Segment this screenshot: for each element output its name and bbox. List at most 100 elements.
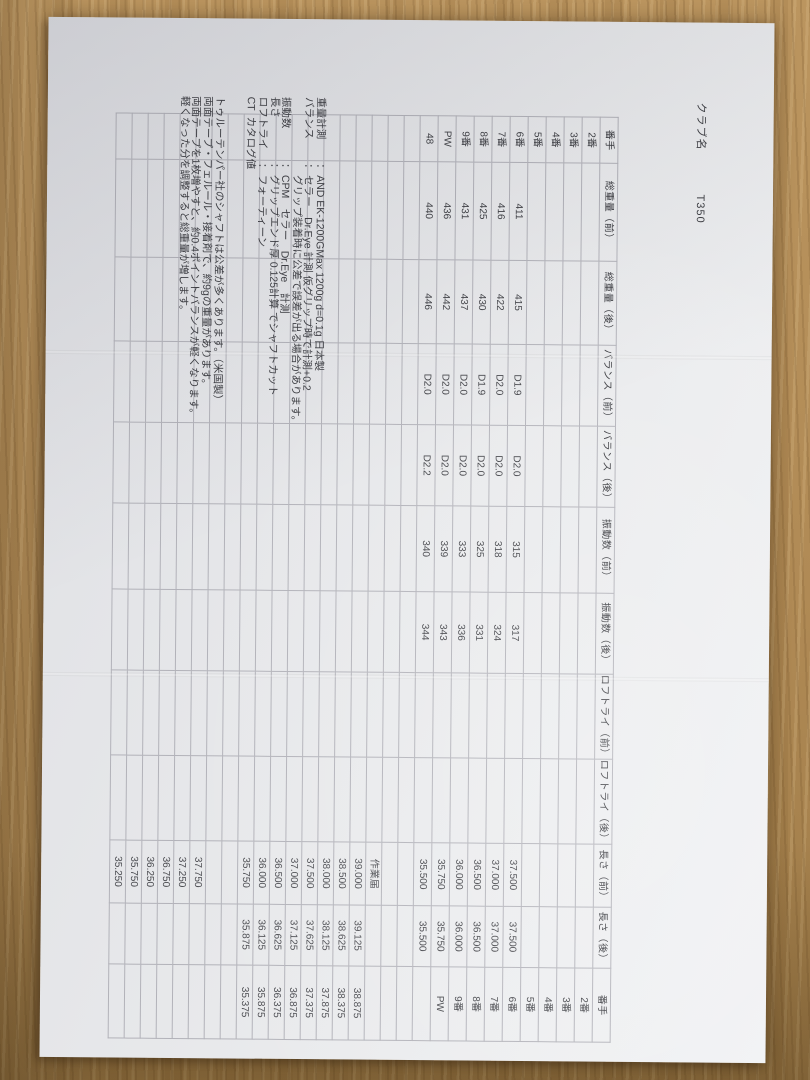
table-cell <box>468 673 488 759</box>
table-cell <box>253 756 271 842</box>
table-cell <box>110 669 128 756</box>
table-cell <box>542 506 561 593</box>
spec-note-label: 重量計測 <box>314 97 327 140</box>
table-cell <box>220 964 237 1040</box>
table-cell <box>402 259 419 344</box>
table-cell <box>335 590 353 673</box>
table-cell <box>384 505 401 592</box>
table-cell <box>172 903 190 965</box>
table-cell: 430 <box>472 260 491 345</box>
spec-note-label: ロフトライ <box>256 96 269 150</box>
table-cell <box>129 341 147 423</box>
table-cell <box>255 590 273 672</box>
table-cell: 37.500 <box>502 906 522 968</box>
table-cell <box>174 670 192 756</box>
shaft-remarks: トゥルーテンパー社のシャフトは公差が多くあります。（米国製） 両面テープ・フェルー… <box>175 96 226 419</box>
table-cell <box>320 423 338 505</box>
table-cell <box>338 160 356 260</box>
table-cell <box>524 506 543 593</box>
table-cell: 35.750 <box>430 905 450 967</box>
table-cell: 36.000 <box>253 841 270 905</box>
table-cell <box>542 425 562 507</box>
table-cell <box>227 113 245 161</box>
table-cell <box>364 966 381 1041</box>
table-cell <box>384 424 402 506</box>
table-cell: 4番 <box>538 967 557 1042</box>
table-cell: 37.625 <box>300 904 318 966</box>
spec-note-value: フォーティーン <box>255 174 269 248</box>
table-cell <box>222 670 240 757</box>
table-cell <box>557 758 577 844</box>
table-cell: 325 <box>470 506 489 593</box>
table-cell <box>397 757 415 843</box>
table-cell <box>402 161 420 260</box>
table-cell <box>108 902 126 965</box>
table-cell: D2.0 <box>452 424 472 507</box>
table-cell <box>366 672 384 758</box>
table-cell <box>304 423 322 505</box>
table-cell <box>575 758 595 845</box>
table-cell <box>575 843 594 908</box>
table-cell <box>317 756 335 842</box>
table-cell <box>254 671 272 757</box>
table-cell: 39.000 <box>349 842 366 906</box>
table-cell <box>146 257 163 342</box>
table-cell <box>173 755 191 841</box>
table-cell <box>108 963 125 1039</box>
table-cell: 318 <box>488 506 507 593</box>
table-cell: 436 <box>436 161 456 260</box>
table-cell <box>272 423 290 505</box>
table-cell <box>580 163 600 262</box>
table-cell <box>538 906 558 968</box>
table-cell <box>303 590 321 672</box>
spec-note-label: 振動数 <box>279 96 293 129</box>
table-cell <box>364 905 382 967</box>
table-cell <box>113 340 131 423</box>
table-cell <box>504 673 524 759</box>
table-cell <box>526 260 545 345</box>
table-cell <box>192 503 209 590</box>
table-cell <box>320 504 337 591</box>
table-cell <box>369 343 387 425</box>
table-cell: 38.625 <box>332 904 350 967</box>
table-cell <box>130 159 148 258</box>
table-cell: 6番 <box>502 967 521 1042</box>
table-cell <box>520 906 540 968</box>
table-cell: 3番 <box>556 967 575 1042</box>
table-cell <box>400 424 418 506</box>
table-cell <box>541 592 561 674</box>
table-cell <box>432 672 452 758</box>
column-header: 振動数（前） <box>596 507 615 594</box>
column-header: バランス（後） <box>596 426 616 508</box>
table-cell: 36.250 <box>141 840 158 904</box>
table-cell: D2.0 <box>417 343 437 425</box>
table-cell: 7番 <box>484 967 503 1042</box>
spec-note-colon: ： <box>256 162 269 174</box>
table-cell <box>143 589 161 671</box>
table-cell <box>399 591 417 673</box>
table-cell <box>285 756 303 842</box>
table-cell <box>160 422 178 504</box>
table-cell: 38.125 <box>316 904 334 966</box>
table-cell: 440 <box>418 161 438 260</box>
table-cell <box>449 757 469 844</box>
table-cell <box>128 503 145 590</box>
table-cell <box>256 504 273 591</box>
table-cell <box>558 673 578 759</box>
table-cell <box>156 903 174 965</box>
table-cell <box>240 504 257 591</box>
table-cell: 37.750 <box>189 840 206 904</box>
table-cell <box>175 589 193 671</box>
column-header: ロフトライ（後） <box>593 759 613 845</box>
table-cell: 446 <box>418 259 437 344</box>
table-cell: 36.375 <box>268 965 285 1040</box>
table-cell: 37.875 <box>316 965 333 1040</box>
table-cell <box>302 671 320 757</box>
column-header: バランス（前） <box>597 345 617 427</box>
table-cell <box>269 756 287 842</box>
table-cell <box>208 503 225 590</box>
table-cell <box>540 673 560 759</box>
table-cell <box>577 592 597 675</box>
table-cell <box>521 758 541 844</box>
